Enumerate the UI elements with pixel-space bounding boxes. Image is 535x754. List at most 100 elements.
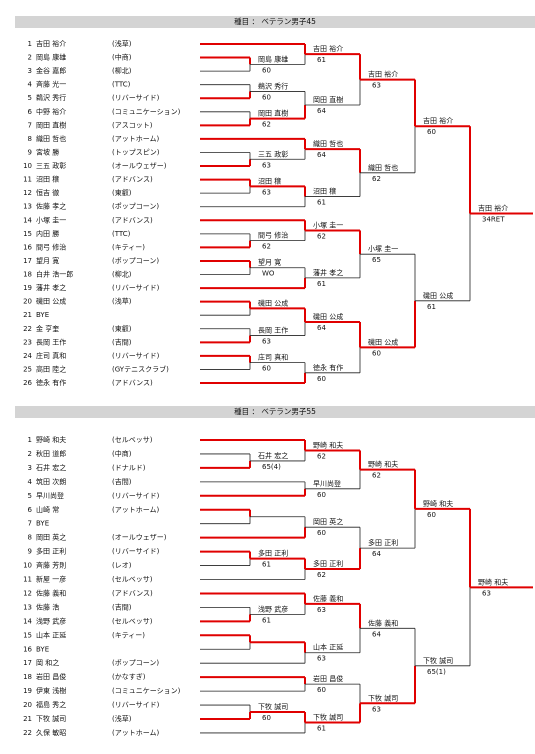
entry-no: 16 [23, 243, 32, 251]
result-name: 吉田 裕介 [368, 70, 398, 79]
entry-no: 17 [23, 659, 32, 667]
entry-name: 中野 裕介 [36, 107, 66, 116]
entry-club: (浅草) [112, 39, 132, 48]
bracket-section: 種目 ： ベテラン男子45 1 吉田 裕介 (浅草) 2 岡島 康雄 (中商) 3 金谷 嘉郎 (… [15, 16, 535, 387]
entry-club: (ポップコーン) [112, 203, 159, 211]
result-score: 63 [262, 338, 271, 346]
entry-no: 12 [23, 189, 32, 197]
entry-club: (ポップコーン) [112, 257, 159, 265]
result-name: 織田 哲也 [368, 163, 398, 172]
result-score: 65(4) [262, 463, 281, 471]
entry-no: 20 [23, 701, 32, 709]
entry-no: 14 [23, 216, 32, 224]
entry-club: (アドバンス) [112, 216, 153, 224]
result-name: 野崎 和夫 [313, 440, 343, 449]
result-score: 60 [262, 714, 271, 722]
result-name: 岡島 康雄 [258, 54, 288, 63]
entry-name: 斉藤 光一 [36, 80, 66, 89]
result-score: 63 [317, 606, 326, 614]
result-score: 63 [262, 188, 271, 196]
entry-no: 25 [23, 365, 32, 373]
result-name: 藩井 孝之 [313, 268, 343, 277]
result-score: 63 [317, 655, 326, 663]
entry-name: 白井 浩一郎 [36, 270, 73, 279]
entry-no: 2 [28, 450, 32, 458]
entry-no: 4 [28, 478, 33, 486]
entry-club: (中商) [112, 53, 132, 62]
entry-no: 7 [28, 121, 32, 129]
result-name: 間弓 修治 [258, 231, 288, 240]
result-name: 吉田 裕介 [478, 204, 508, 213]
entry-name: 筑田 次朗 [36, 477, 66, 486]
entry-name: 多田 正利 [36, 547, 66, 556]
entry-no: 3 [28, 67, 32, 75]
result-score: 60 [317, 491, 326, 499]
result-score: 61 [262, 561, 271, 569]
entry-club: (TTC) [112, 230, 131, 238]
result-score: 62 [262, 243, 271, 251]
entry-name: 金 亨奎 [36, 324, 59, 333]
entry-no: 9 [28, 548, 32, 556]
entry-club: (中商) [112, 449, 132, 458]
result-name: 磯田 公成 [423, 291, 453, 300]
entry-no: 5 [28, 492, 32, 500]
result-score: 61 [427, 303, 436, 311]
entry-name: 岩田 昌俊 [36, 672, 66, 681]
entry-club: (リバーサイド) [112, 352, 160, 360]
section-header [15, 16, 535, 28]
section-header [15, 406, 535, 418]
entry-club: (アットホーム) [112, 506, 160, 514]
entry-no: 24 [23, 352, 32, 360]
entry-no: 7 [28, 520, 32, 528]
result-score: 63 [262, 161, 271, 169]
result-name: 織田 哲也 [313, 139, 343, 148]
entry-no: 26 [23, 379, 32, 387]
result-score: 64 [317, 107, 326, 115]
entry-club: (柳北) [112, 270, 132, 279]
result-score: 63 [372, 705, 381, 713]
entry-name: 新屋 一彦 [36, 575, 66, 584]
result-score: 60 [427, 511, 436, 519]
result-name: 多田 正利 [368, 538, 398, 547]
result-score: 62 [317, 452, 326, 460]
entry-name: 内田 勝 [36, 229, 59, 238]
entry-club: (トップスピン) [112, 148, 160, 156]
result-score: 64 [317, 324, 326, 332]
entry-name: 佐藤 孝之 [36, 202, 66, 211]
result-score: 34RET [482, 216, 505, 224]
entry-no: 1 [28, 436, 32, 444]
entry-name: 金谷 嘉郎 [36, 66, 66, 75]
entry-name: 早川尚登 [36, 491, 64, 500]
entry-no: 14 [23, 617, 32, 625]
entry-name: 石井 宏之 [36, 463, 66, 472]
entry-name: 長岡 王作 [36, 337, 66, 346]
entry-name: 佐藤 義和 [36, 588, 66, 597]
result-name: 沼田 穣 [313, 187, 336, 196]
result-name: 野崎 和夫 [478, 577, 508, 586]
entry-club: (リバーサイド) [112, 284, 160, 292]
entry-club: (吉間) [112, 478, 132, 486]
entry-name: 吉田 裕介 [36, 39, 66, 48]
entry-club: (セルベッサ) [112, 617, 153, 625]
entry-club: (ドナルド) [112, 464, 146, 472]
result-score: 61 [262, 616, 271, 624]
entry-club: (キティー) [112, 631, 145, 639]
entry-no: 13 [23, 603, 32, 611]
result-name: 佐藤 義和 [368, 618, 398, 627]
entry-no: 22 [23, 325, 32, 333]
result-name: 岡田 直樹 [258, 109, 288, 118]
entry-no: 10 [23, 562, 32, 570]
result-score: 61 [317, 280, 326, 288]
result-name: 小塚 圭一 [368, 244, 398, 253]
entry-name: 福島 秀之 [36, 700, 66, 709]
result-score: 64 [317, 151, 326, 159]
entry-name: 宮坡 勝 [36, 147, 59, 156]
entry-club: (アットホーム) [112, 135, 160, 143]
entry-club: (アドバンス) [112, 379, 153, 387]
entry-no: 19 [23, 687, 32, 695]
entry-club: (リバーサイド) [112, 492, 160, 500]
entry-name: 岡田 英之 [36, 533, 66, 542]
entry-name: 高田 陸之 [36, 364, 66, 373]
section-title: 種目 ： ベテラン男子45 [234, 16, 316, 26]
entry-club: (リバーサイド) [112, 548, 160, 556]
